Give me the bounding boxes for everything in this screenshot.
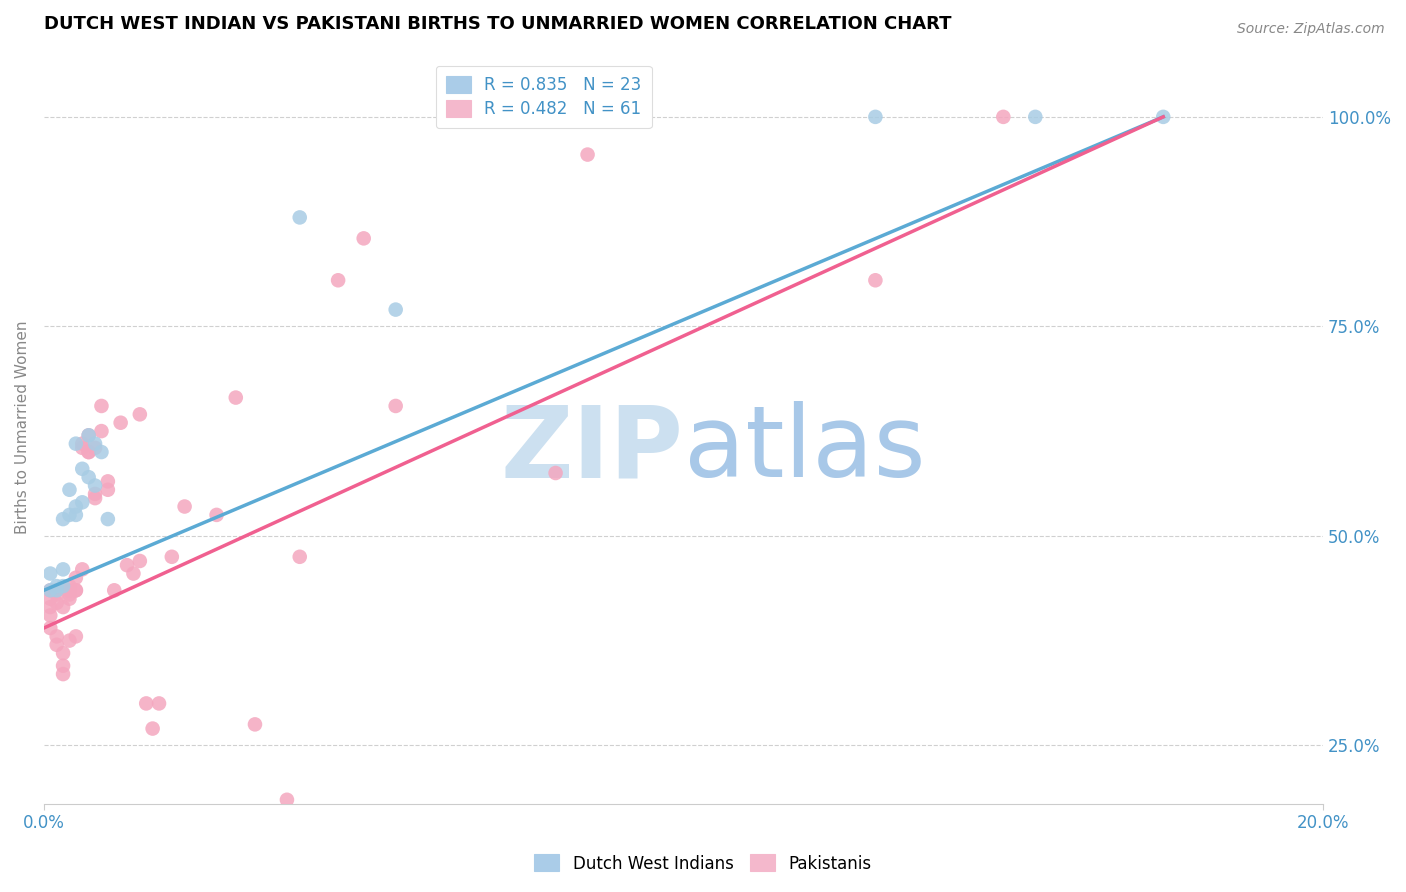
Point — [39, 566, 62, 581]
Point — [128, 408, 150, 422]
Point — [84, 478, 107, 492]
Point — [58, 587, 80, 601]
Point — [288, 211, 311, 225]
Point — [97, 475, 120, 489]
Point — [52, 512, 75, 526]
Point — [148, 697, 170, 711]
Point — [544, 466, 567, 480]
Point — [72, 441, 94, 455]
Point — [45, 583, 67, 598]
Point — [72, 436, 94, 450]
Point — [52, 667, 75, 681]
Text: DUTCH WEST INDIAN VS PAKISTANI BIRTHS TO UNMARRIED WOMEN CORRELATION CHART: DUTCH WEST INDIAN VS PAKISTANI BIRTHS TO… — [44, 15, 952, 33]
Point — [77, 428, 100, 442]
Point — [326, 273, 349, 287]
Point — [1024, 110, 1046, 124]
Point — [90, 424, 112, 438]
Point — [97, 483, 120, 497]
Point — [77, 445, 100, 459]
Point — [65, 436, 87, 450]
Point — [193, 809, 215, 823]
Text: atlas: atlas — [683, 401, 925, 498]
Point — [205, 508, 228, 522]
Point — [65, 629, 87, 643]
Point — [45, 629, 67, 643]
Text: ZIP: ZIP — [501, 401, 683, 498]
Point — [77, 470, 100, 484]
Point — [72, 462, 94, 476]
Point — [39, 608, 62, 623]
Point — [276, 793, 298, 807]
Point — [122, 566, 145, 581]
Point — [173, 500, 195, 514]
Point — [84, 436, 107, 450]
Point — [865, 273, 887, 287]
Point — [576, 147, 599, 161]
Point — [39, 583, 62, 598]
Point — [84, 487, 107, 501]
Point — [84, 491, 107, 505]
Point — [993, 110, 1015, 124]
Point — [1152, 110, 1174, 124]
Point — [45, 587, 67, 601]
Point — [39, 600, 62, 615]
Point — [65, 583, 87, 598]
Point — [97, 512, 120, 526]
Legend: R = 0.835   N = 23, R = 0.482   N = 61: R = 0.835 N = 23, R = 0.482 N = 61 — [436, 66, 651, 128]
Point — [65, 571, 87, 585]
Point — [384, 302, 406, 317]
Point — [72, 562, 94, 576]
Point — [135, 697, 157, 711]
Point — [52, 600, 75, 615]
Point — [52, 646, 75, 660]
Point — [65, 583, 87, 598]
Point — [90, 445, 112, 459]
Point — [353, 231, 375, 245]
Point — [58, 579, 80, 593]
Point — [52, 562, 75, 576]
Point — [142, 722, 165, 736]
Point — [39, 621, 62, 635]
Point — [225, 391, 247, 405]
Legend: Dutch West Indians, Pakistanis: Dutch West Indians, Pakistanis — [527, 847, 879, 880]
Point — [58, 483, 80, 497]
Point — [160, 549, 183, 564]
Point — [155, 818, 177, 832]
Point — [77, 445, 100, 459]
Y-axis label: Births to Unmarried Women: Births to Unmarried Women — [15, 320, 30, 533]
Point — [58, 591, 80, 606]
Point — [39, 583, 62, 598]
Point — [58, 583, 80, 598]
Point — [90, 399, 112, 413]
Point — [65, 508, 87, 522]
Point — [110, 416, 132, 430]
Point — [384, 399, 406, 413]
Point — [65, 500, 87, 514]
Point — [128, 554, 150, 568]
Point — [84, 441, 107, 455]
Point — [45, 638, 67, 652]
Point — [103, 583, 125, 598]
Point — [39, 591, 62, 606]
Text: Source: ZipAtlas.com: Source: ZipAtlas.com — [1237, 22, 1385, 37]
Point — [865, 110, 887, 124]
Point — [77, 428, 100, 442]
Point — [58, 508, 80, 522]
Point — [243, 717, 266, 731]
Point — [115, 558, 138, 573]
Point — [45, 579, 67, 593]
Point — [45, 583, 67, 598]
Point — [72, 495, 94, 509]
Point — [58, 633, 80, 648]
Point — [45, 596, 67, 610]
Point — [52, 658, 75, 673]
Point — [52, 579, 75, 593]
Point — [288, 549, 311, 564]
